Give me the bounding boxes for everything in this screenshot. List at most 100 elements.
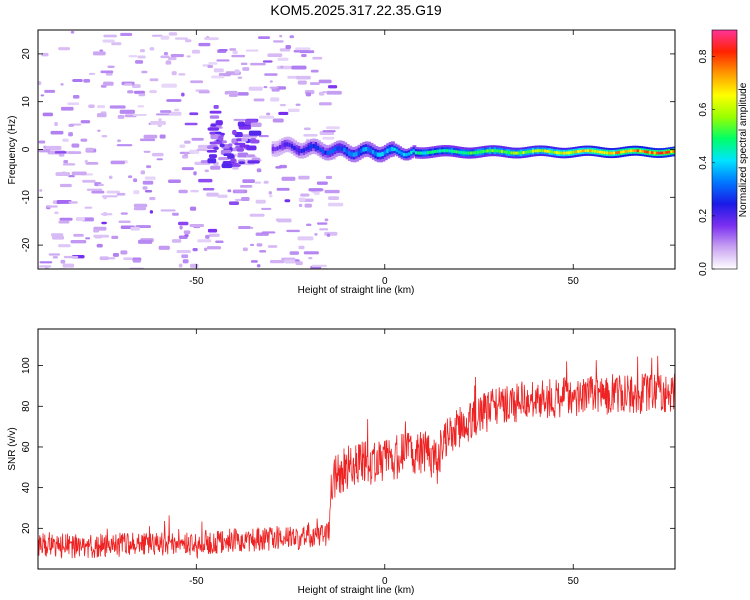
x-tick-label: 0 bbox=[382, 276, 388, 287]
spectrogram-x-label: Height of straight line (km) bbox=[298, 285, 415, 296]
spectrogram-cell bbox=[237, 154, 247, 158]
spectrogram-cell bbox=[160, 35, 170, 40]
spectrogram-cell bbox=[224, 90, 238, 95]
spectrogram-cell bbox=[612, 151, 617, 155]
colorbar-ticks: 0.0 0.2 0.4 0.6 0.8 bbox=[698, 49, 715, 276]
spectrogram-cell bbox=[168, 179, 181, 183]
spectrogram-cell bbox=[273, 40, 284, 43]
spectrogram-cell bbox=[190, 80, 204, 84]
colorbar-tick-label: 0.8 bbox=[698, 49, 709, 63]
spectrogram-cell bbox=[586, 149, 591, 153]
spectrogram-cell bbox=[291, 65, 307, 70]
spectrogram-cell bbox=[324, 150, 329, 155]
spectrogram-cell bbox=[412, 149, 417, 153]
spectrogram-cell bbox=[331, 148, 336, 154]
spectrogram-cell bbox=[238, 161, 245, 164]
spectrogram-cell bbox=[248, 86, 263, 91]
spectrogram-cell bbox=[512, 151, 517, 155]
spectrogram-cell bbox=[519, 151, 524, 155]
spectrogram-cell bbox=[558, 151, 562, 155]
spectrogram-cell bbox=[460, 150, 465, 155]
spectrogram-cell bbox=[240, 62, 248, 66]
spectrogram-cell bbox=[191, 49, 200, 54]
spectrogram-cell bbox=[205, 234, 210, 239]
spectrogram-cell bbox=[228, 93, 238, 97]
spectrogram-x-ticks: -50 0 50 bbox=[189, 30, 579, 287]
spectrogram-cell bbox=[52, 255, 58, 259]
spectrogram-cell bbox=[189, 112, 199, 116]
spectrogram-cell bbox=[324, 189, 340, 194]
spectrogram-cell bbox=[190, 263, 199, 268]
spectrogram-cell bbox=[328, 196, 339, 201]
spectrogram-cell bbox=[343, 147, 348, 153]
spectrogram-cell bbox=[264, 73, 278, 76]
spectrogram-cell bbox=[455, 150, 460, 154]
spectrogram-cell bbox=[138, 239, 153, 244]
spectrogram-cell bbox=[658, 151, 663, 155]
spectrogram-cell bbox=[493, 149, 498, 153]
spectrogram-cell bbox=[101, 134, 108, 138]
spectrogram-cell bbox=[178, 73, 186, 76]
spectrogram-cell bbox=[579, 149, 584, 153]
spectrogram-cell bbox=[308, 188, 323, 192]
spectrogram-cell bbox=[67, 102, 80, 106]
spectrogram-cell bbox=[149, 47, 155, 51]
spectrogram-cell bbox=[279, 104, 286, 107]
spectrogram-cell bbox=[196, 148, 208, 151]
spectrogram-cell bbox=[198, 42, 211, 47]
spectrogram-cell bbox=[62, 138, 69, 142]
spectrogram-cell bbox=[348, 151, 352, 156]
spectrogram-cell bbox=[267, 53, 283, 57]
spectrogram-cell bbox=[144, 176, 156, 180]
spectrogram-cell bbox=[581, 149, 586, 153]
spectrogram-cell bbox=[305, 92, 312, 97]
spectrogram-cell bbox=[376, 152, 381, 157]
spectrogram-cell bbox=[209, 110, 222, 114]
spectrogram-cell bbox=[636, 149, 641, 153]
figure-title: KOM5.2025.317.22.35.G19 bbox=[270, 2, 441, 18]
spectrogram-cell bbox=[285, 44, 292, 50]
spectrogram-cell bbox=[118, 220, 131, 223]
spectrogram-cell bbox=[601, 150, 605, 154]
spectrogram-cell bbox=[54, 121, 58, 127]
spectrogram-y-ticks: -20 -10 0 10 20 bbox=[21, 48, 675, 252]
spectrogram-cell bbox=[266, 112, 271, 116]
spectrogram-cell bbox=[151, 34, 163, 37]
spectrogram-cell bbox=[312, 144, 317, 149]
spectrogram-cell bbox=[522, 151, 527, 155]
spectrogram-cell bbox=[310, 69, 319, 73]
spectrogram-cell bbox=[436, 149, 441, 153]
spectrogram-cell bbox=[208, 154, 218, 159]
spectrogram-cell bbox=[488, 149, 493, 153]
spectrogram-cell bbox=[304, 203, 312, 208]
spectrogram-cell bbox=[303, 251, 319, 255]
spectrogram-cell bbox=[338, 145, 343, 151]
spectrogram-cell bbox=[293, 145, 298, 151]
spectrogram-cell bbox=[242, 67, 250, 71]
y-tick-label: -20 bbox=[21, 237, 32, 252]
spectrogram-cell bbox=[231, 54, 246, 58]
spectrogram-cell bbox=[58, 244, 71, 248]
spectrogram-cell bbox=[496, 149, 500, 153]
spectrogram-cell bbox=[665, 151, 670, 154]
spectrogram-cell bbox=[68, 151, 82, 154]
spectrogram-cell bbox=[301, 54, 307, 58]
spectrogram-cell bbox=[367, 147, 372, 152]
spectrogram-cell bbox=[80, 120, 91, 124]
spectrogram-cell bbox=[133, 207, 147, 211]
spectrogram-cell bbox=[531, 149, 536, 153]
spectrogram-cell bbox=[675, 148, 679, 154]
spectrogram-cell bbox=[433, 150, 438, 154]
spectrogram-cell bbox=[150, 120, 166, 125]
spectrogram-cell bbox=[395, 148, 400, 153]
spectrogram-cell bbox=[128, 175, 133, 179]
spectrogram-cell bbox=[158, 245, 170, 250]
spectrogram-cell bbox=[675, 150, 679, 153]
spectrogram-cell bbox=[97, 129, 101, 132]
spectrogram-cell bbox=[131, 84, 141, 89]
spectrogram-cell bbox=[560, 151, 565, 155]
spectrogram-cell bbox=[288, 142, 293, 148]
spectrogram-cell bbox=[59, 217, 73, 221]
spectrogram-cell bbox=[298, 197, 306, 202]
spectrogram-cell bbox=[278, 111, 289, 115]
